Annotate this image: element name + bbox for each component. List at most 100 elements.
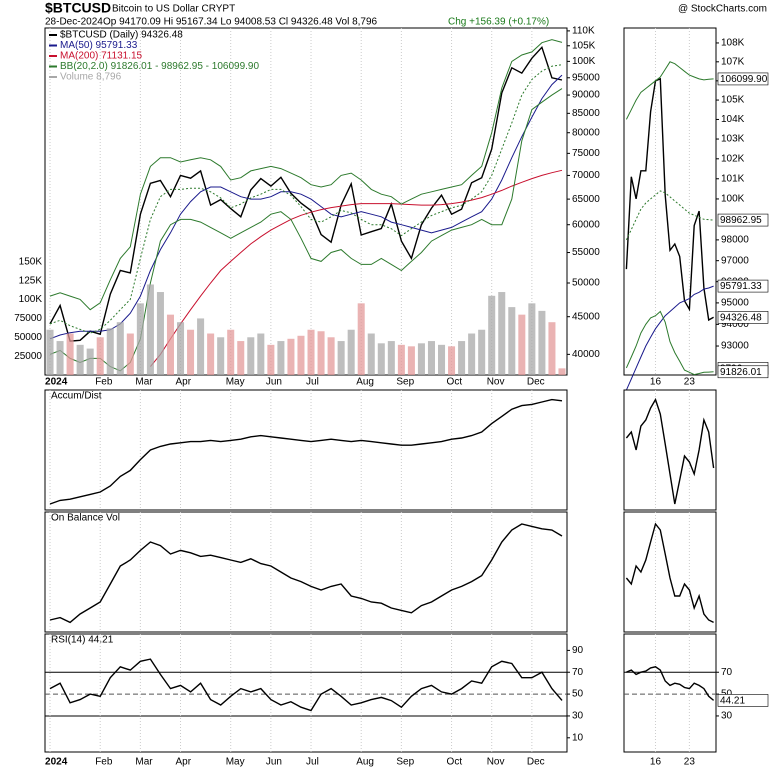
panel-frame bbox=[44, 27, 568, 376]
y-tick-label: 98000 bbox=[721, 235, 749, 246]
volume-bar bbox=[387, 341, 395, 375]
legend-label: Volume 8,796 bbox=[60, 72, 122, 83]
volume-bar bbox=[277, 341, 285, 375]
x-tick-label: 23 bbox=[684, 757, 696, 768]
end-label-box bbox=[717, 72, 769, 86]
volume-bar bbox=[156, 292, 164, 375]
y-tick-label: 95000 bbox=[721, 298, 749, 309]
volume-bar bbox=[468, 333, 476, 375]
date: 28-Dec-2024 bbox=[45, 17, 103, 28]
symbol: $BTCUSD bbox=[45, 0, 111, 16]
series-line bbox=[625, 522, 714, 624]
volume-bar bbox=[488, 295, 496, 375]
y-tick-label: 100K bbox=[721, 194, 745, 205]
volume-bar bbox=[66, 333, 74, 375]
y-tick-label: 65000 bbox=[572, 194, 600, 205]
series-line bbox=[49, 39, 563, 311]
x-tick-label: Sep bbox=[396, 757, 414, 768]
end-label: 106099.90 bbox=[720, 74, 768, 85]
x-tick-label: May bbox=[226, 377, 245, 388]
y2-tick-label: 75000 bbox=[14, 313, 42, 324]
volume-bar bbox=[367, 333, 375, 375]
volume-bar bbox=[217, 337, 225, 375]
legend-label: MA(50) 95791.33 bbox=[60, 40, 138, 51]
end-label: 91826.01 bbox=[720, 367, 762, 378]
legend-label: MA(200) 71131.15 bbox=[60, 51, 143, 62]
volume-bar bbox=[177, 322, 185, 375]
series-line bbox=[625, 190, 714, 241]
x-tick-label: Feb bbox=[95, 377, 113, 388]
legend-label: BB(20,2.0) 91826.01 - 98962.95 - 106099.… bbox=[60, 61, 259, 72]
end-label-box bbox=[717, 311, 769, 324]
y-tick-label: 40000 bbox=[572, 349, 600, 360]
panel-frame bbox=[44, 511, 568, 633]
volume-bar bbox=[337, 341, 345, 375]
series-line bbox=[625, 397, 715, 505]
y-tick-label: 94000 bbox=[721, 319, 749, 330]
end-label-box bbox=[717, 365, 769, 379]
y-tick-label: 70 bbox=[572, 667, 584, 678]
series-line bbox=[625, 310, 714, 376]
y-tick-label: 100K bbox=[572, 56, 596, 67]
change: Chg +156.39 (+0.17%) bbox=[448, 17, 549, 28]
series-line bbox=[150, 169, 563, 367]
y-tick-label: 70 bbox=[721, 667, 733, 678]
volume-bar bbox=[146, 284, 154, 375]
y-tick-label: 105K bbox=[572, 40, 596, 51]
x-tick-label: Jun bbox=[266, 377, 282, 388]
volume-bar bbox=[46, 329, 54, 375]
volume-bar bbox=[187, 329, 195, 375]
volume-bar bbox=[207, 333, 215, 375]
y-tick-label: 90 bbox=[572, 645, 584, 656]
series-line bbox=[625, 77, 714, 322]
volume-bar bbox=[377, 343, 385, 375]
y2-tick-label: 100K bbox=[19, 294, 43, 305]
x-tick-label: Oct bbox=[447, 757, 463, 768]
panel-frame bbox=[44, 389, 568, 511]
series-line bbox=[49, 523, 563, 624]
x-tick-label: Aug bbox=[356, 377, 374, 388]
volume-bar bbox=[136, 303, 144, 375]
volume-bar bbox=[528, 303, 536, 375]
volume-bar bbox=[106, 328, 114, 375]
x-tick-label: Nov bbox=[487, 757, 505, 768]
x-tick-label: Dec bbox=[527, 377, 545, 388]
y2-tick-label: 50000 bbox=[14, 332, 42, 343]
volume-bar bbox=[96, 337, 104, 375]
legend-label: $BTCUSD (Daily) 94326.48 bbox=[60, 30, 183, 41]
y-tick-label: 110K bbox=[572, 26, 595, 37]
panel-frame bbox=[623, 511, 717, 633]
volume-bar bbox=[498, 292, 506, 375]
end-label: 94326.48 bbox=[720, 312, 762, 323]
y-tick-label: 45000 bbox=[572, 311, 600, 322]
series-line bbox=[625, 61, 714, 120]
series-line bbox=[49, 45, 563, 342]
y-tick-label: 80000 bbox=[572, 127, 600, 138]
end-label: 95791.33 bbox=[720, 281, 762, 292]
volume-bar bbox=[407, 346, 415, 375]
series-line bbox=[49, 74, 563, 340]
volume-bar bbox=[518, 314, 526, 375]
x-tick-label: Mar bbox=[135, 757, 153, 768]
volume-bar bbox=[227, 329, 235, 375]
volume-bar bbox=[76, 344, 84, 375]
source: @ StockCharts.com bbox=[678, 4, 767, 15]
volume-bar bbox=[297, 335, 305, 375]
series-line bbox=[49, 398, 563, 505]
volume-bar bbox=[257, 333, 265, 375]
y-tick-label: 93000 bbox=[721, 341, 749, 352]
series-line bbox=[625, 285, 714, 391]
volume-bar bbox=[56, 341, 64, 375]
y-tick-label: 103K bbox=[721, 134, 745, 145]
x-tick-label: Mar bbox=[135, 377, 153, 388]
volume-bar bbox=[237, 341, 245, 375]
volume-bar bbox=[126, 333, 134, 375]
volume-bar bbox=[417, 343, 425, 375]
volume-bar bbox=[287, 338, 295, 375]
end-label: 44.21 bbox=[720, 696, 745, 707]
panel-title: Accum/Dist bbox=[51, 391, 102, 402]
volume-bar bbox=[448, 346, 456, 375]
panel-frame bbox=[623, 27, 717, 376]
x-tick-label: May bbox=[226, 757, 245, 768]
